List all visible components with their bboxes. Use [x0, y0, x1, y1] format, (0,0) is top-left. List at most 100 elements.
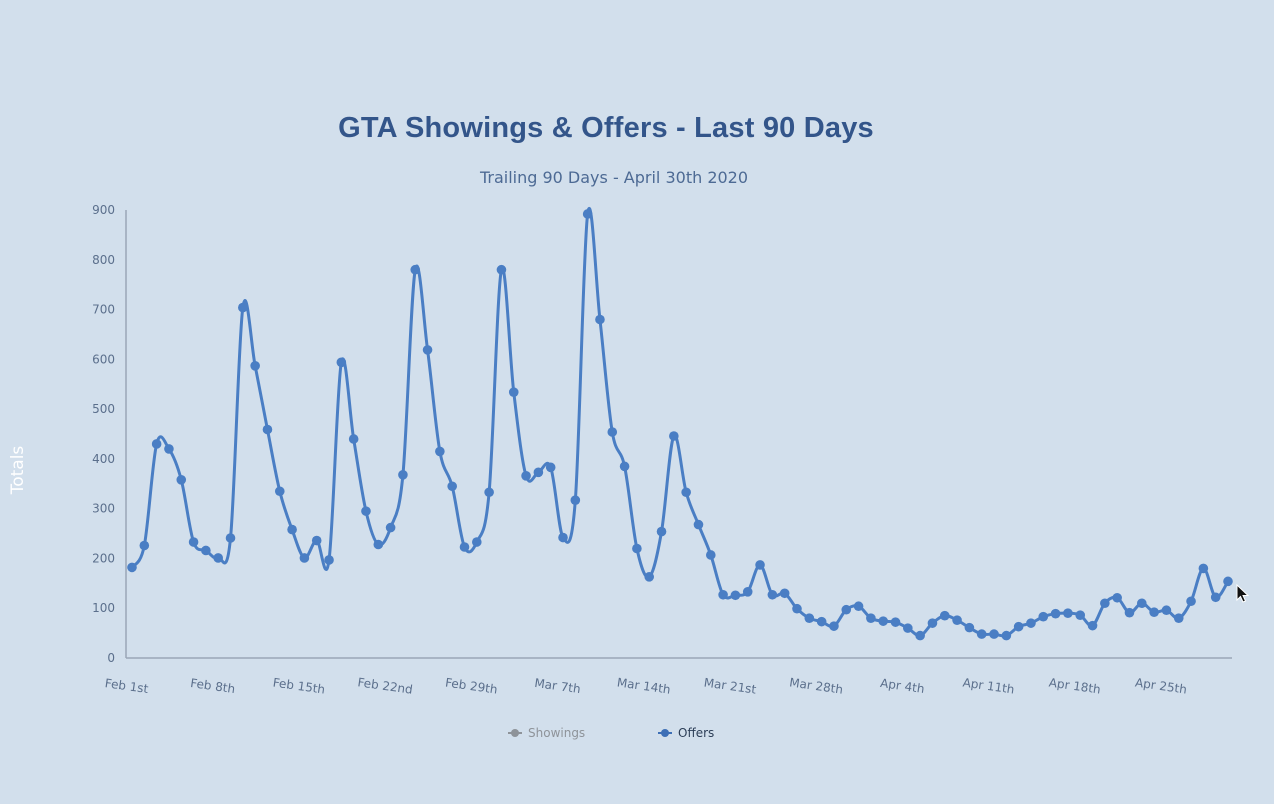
data-point-offers[interactable]	[681, 487, 691, 498]
data-point-offers[interactable]	[964, 622, 975, 633]
data-point-offers[interactable]	[939, 610, 950, 621]
data-point-offers[interactable]	[952, 615, 962, 625]
data-point-offers[interactable]	[1050, 608, 1061, 619]
data-point-offers[interactable]	[299, 553, 310, 563]
legend-marker-showings	[508, 728, 522, 738]
data-point-offers[interactable]	[1161, 605, 1172, 616]
legend-item-offers[interactable]: Offers	[658, 726, 714, 740]
data-point-offers[interactable]	[1223, 576, 1233, 587]
data-point-offers[interactable]	[398, 470, 408, 480]
data-point-offers[interactable]	[311, 535, 322, 546]
data-point-offers[interactable]	[336, 357, 347, 368]
data-point-offers[interactable]	[816, 616, 827, 627]
data-point-offers[interactable]	[1087, 620, 1098, 631]
data-point-offers[interactable]	[693, 519, 704, 530]
data-point-offers[interactable]	[866, 613, 876, 623]
data-point-offers[interactable]	[274, 486, 285, 497]
data-point-offers[interactable]	[1100, 598, 1110, 609]
data-point-offers[interactable]	[595, 314, 605, 325]
x-tick-label: Feb 1st	[104, 676, 149, 696]
data-point-offers[interactable]	[533, 467, 544, 478]
data-point-offers[interactable]	[201, 545, 211, 556]
data-point-offers[interactable]	[607, 427, 618, 437]
data-point-offers[interactable]	[151, 439, 162, 449]
data-point-offers[interactable]	[779, 588, 790, 599]
data-point-offers[interactable]	[225, 533, 236, 543]
data-point-offers[interactable]	[1112, 592, 1122, 603]
data-point-offers[interactable]	[853, 601, 864, 612]
data-point-offers[interactable]	[164, 444, 174, 454]
data-point-offers[interactable]	[213, 553, 224, 563]
data-point-offers[interactable]	[1001, 630, 1012, 641]
data-point-offers[interactable]	[373, 539, 384, 550]
data-point-offers[interactable]	[410, 264, 421, 275]
data-point-offers[interactable]	[1026, 618, 1036, 628]
data-point-offers[interactable]	[1210, 592, 1221, 603]
data-point-offers[interactable]	[1013, 621, 1024, 632]
data-point-offers[interactable]	[1173, 613, 1184, 623]
data-point-offers[interactable]	[545, 462, 556, 473]
data-point-offers[interactable]	[767, 589, 778, 600]
data-point-offers[interactable]	[508, 387, 519, 397]
data-point-offers[interactable]	[176, 474, 187, 485]
data-point-offers[interactable]	[619, 461, 630, 472]
data-point-offers[interactable]	[989, 629, 999, 639]
data-point-offers[interactable]	[1038, 611, 1049, 622]
data-point-offers[interactable]	[656, 526, 667, 537]
data-point-offers[interactable]	[558, 532, 568, 543]
data-point-offers[interactable]	[496, 264, 507, 275]
data-point-offers[interactable]	[1198, 563, 1209, 574]
data-point-offers[interactable]	[570, 495, 581, 506]
data-point-offers[interactable]	[238, 302, 248, 313]
data-point-offers[interactable]	[1186, 596, 1196, 607]
data-point-offers[interactable]	[903, 623, 913, 633]
data-point-offers[interactable]	[718, 589, 728, 600]
data-point-offers[interactable]	[484, 487, 494, 498]
data-point-offers[interactable]	[730, 590, 741, 601]
data-point-offers[interactable]	[792, 603, 802, 614]
data-point-offers[interactable]	[385, 522, 396, 533]
data-point-offers[interactable]	[139, 540, 150, 551]
data-point-offers[interactable]	[361, 506, 371, 516]
y-tick-label: 400	[92, 452, 115, 466]
data-point-offers[interactable]	[644, 572, 655, 582]
data-point-offers[interactable]	[472, 537, 482, 547]
data-point-offers[interactable]	[927, 618, 938, 628]
data-point-offers[interactable]	[915, 630, 925, 641]
data-point-offers[interactable]	[976, 629, 987, 639]
mouse-pointer-icon	[1236, 584, 1250, 603]
data-point-offers[interactable]	[632, 543, 642, 554]
data-point-offers[interactable]	[422, 345, 433, 355]
data-point-offers[interactable]	[1149, 607, 1159, 618]
data-point-offers[interactable]	[127, 562, 137, 573]
data-point-offers[interactable]	[348, 434, 359, 444]
data-point-offers[interactable]	[1063, 608, 1073, 618]
legend-item-showings[interactable]: Showings	[508, 726, 585, 740]
data-point-offers[interactable]	[829, 621, 839, 631]
data-point-offers[interactable]	[755, 560, 765, 570]
data-point-offers[interactable]	[669, 431, 679, 441]
data-point-offers[interactable]	[804, 613, 815, 623]
data-point-offers[interactable]	[705, 550, 716, 560]
x-tick-label: Mar 7th	[534, 676, 582, 696]
data-point-offers[interactable]	[742, 586, 753, 597]
data-point-offers[interactable]	[521, 471, 531, 481]
data-point-offers[interactable]	[287, 524, 297, 535]
data-point-offers[interactable]	[878, 616, 888, 626]
legend: Showings Offers	[0, 726, 1274, 746]
chart-subtitle: Trailing 90 Days - April 30th 2020	[479, 168, 749, 187]
data-point-offers[interactable]	[324, 555, 334, 565]
data-point-offers[interactable]	[262, 424, 273, 435]
data-point-offers[interactable]	[188, 537, 199, 547]
data-point-offers[interactable]	[582, 209, 593, 219]
data-point-offers[interactable]	[1124, 607, 1135, 618]
data-point-offers[interactable]	[1075, 610, 1086, 620]
data-point-offers[interactable]	[447, 481, 457, 492]
data-point-offers[interactable]	[250, 361, 260, 371]
data-point-offers[interactable]	[890, 617, 901, 627]
data-point-offers[interactable]	[435, 446, 445, 457]
data-point-offers[interactable]	[459, 542, 470, 552]
data-point-offers[interactable]	[1136, 598, 1147, 609]
data-point-offers[interactable]	[841, 604, 852, 615]
